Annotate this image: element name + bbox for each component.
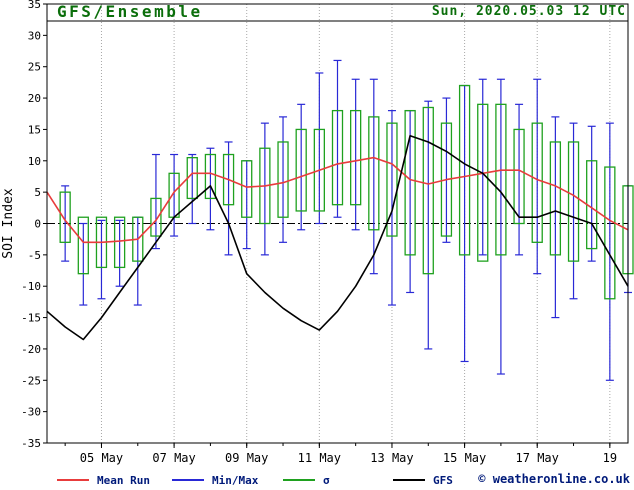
legend-label-minmax: Min/Max	[212, 473, 259, 487]
svg-text:-25: -25	[21, 374, 41, 387]
minmax-line-swatch	[172, 479, 204, 481]
svg-text:35: 35	[28, 0, 41, 11]
svg-text:09 May: 09 May	[225, 451, 268, 465]
svg-text:-30: -30	[21, 406, 41, 419]
x-axis: 05 May 07 May 09 May 11 May 13 May 15 May 17 M…	[64, 443, 617, 465]
minmax-whiskers	[61, 59, 632, 381]
legend: Mean Run Min/Max σ GFS	[0, 471, 634, 490]
svg-text:17 May: 17 May	[516, 451, 559, 465]
svg-text:15 May: 15 May	[443, 451, 486, 465]
legend-item-sigma: σ	[283, 471, 330, 489]
svg-text:5: 5	[34, 186, 41, 199]
svg-text:10: 10	[28, 155, 41, 168]
svg-text:19: 19	[603, 451, 617, 465]
svg-text:-35: -35	[21, 437, 41, 450]
svg-text:30: 30	[28, 29, 41, 42]
legend-item-mean-run: Mean Run	[57, 471, 150, 489]
y-axis: -35 -30 -25 -20 -15 -10 -5 0 5 10 15 20 25 30 35	[21, 0, 47, 450]
watermark: © weatheronline.co.uk	[478, 472, 630, 486]
mean-run-series-line	[46, 156, 629, 244]
legend-item-gfs: GFS	[393, 471, 453, 489]
svg-text:13 May: 13 May	[370, 451, 413, 465]
chart-run-datetime: Sun, 2020.05.03 12 UTC	[431, 4, 626, 19]
sigma-line-swatch	[283, 479, 315, 481]
chart-title: GFS/Ensemble	[57, 2, 203, 21]
gfs-line-swatch	[393, 479, 425, 481]
sigma-boxes	[59, 84, 634, 300]
svg-text:15: 15	[28, 123, 41, 136]
svg-text:07 May: 07 May	[152, 451, 195, 465]
svg-text:20: 20	[28, 92, 41, 105]
ensemble-plot: -35 -30 -25 -20 -15 -10 -5 0 5 10 15 20 25 30 35 05 May…	[1, 0, 634, 465]
legend-item-minmax: Min/Max	[172, 471, 258, 489]
svg-text:05 May: 05 May	[80, 451, 123, 465]
gfs-series-line	[46, 134, 629, 341]
legend-label-mean-run: Mean Run	[97, 473, 150, 487]
svg-text:25: 25	[28, 61, 41, 74]
svg-text:-20: -20	[21, 343, 41, 356]
mean-run-line-swatch	[57, 479, 89, 481]
svg-text:-10: -10	[21, 280, 41, 293]
svg-text:0: 0	[34, 218, 41, 231]
svg-text:-15: -15	[21, 312, 41, 325]
svg-text:-5: -5	[28, 249, 41, 262]
svg-text:11 May: 11 May	[298, 451, 341, 465]
legend-label-gfs: GFS	[433, 473, 453, 487]
y-axis-label: SOI Index	[1, 188, 16, 259]
legend-label-sigma: σ	[323, 473, 330, 487]
